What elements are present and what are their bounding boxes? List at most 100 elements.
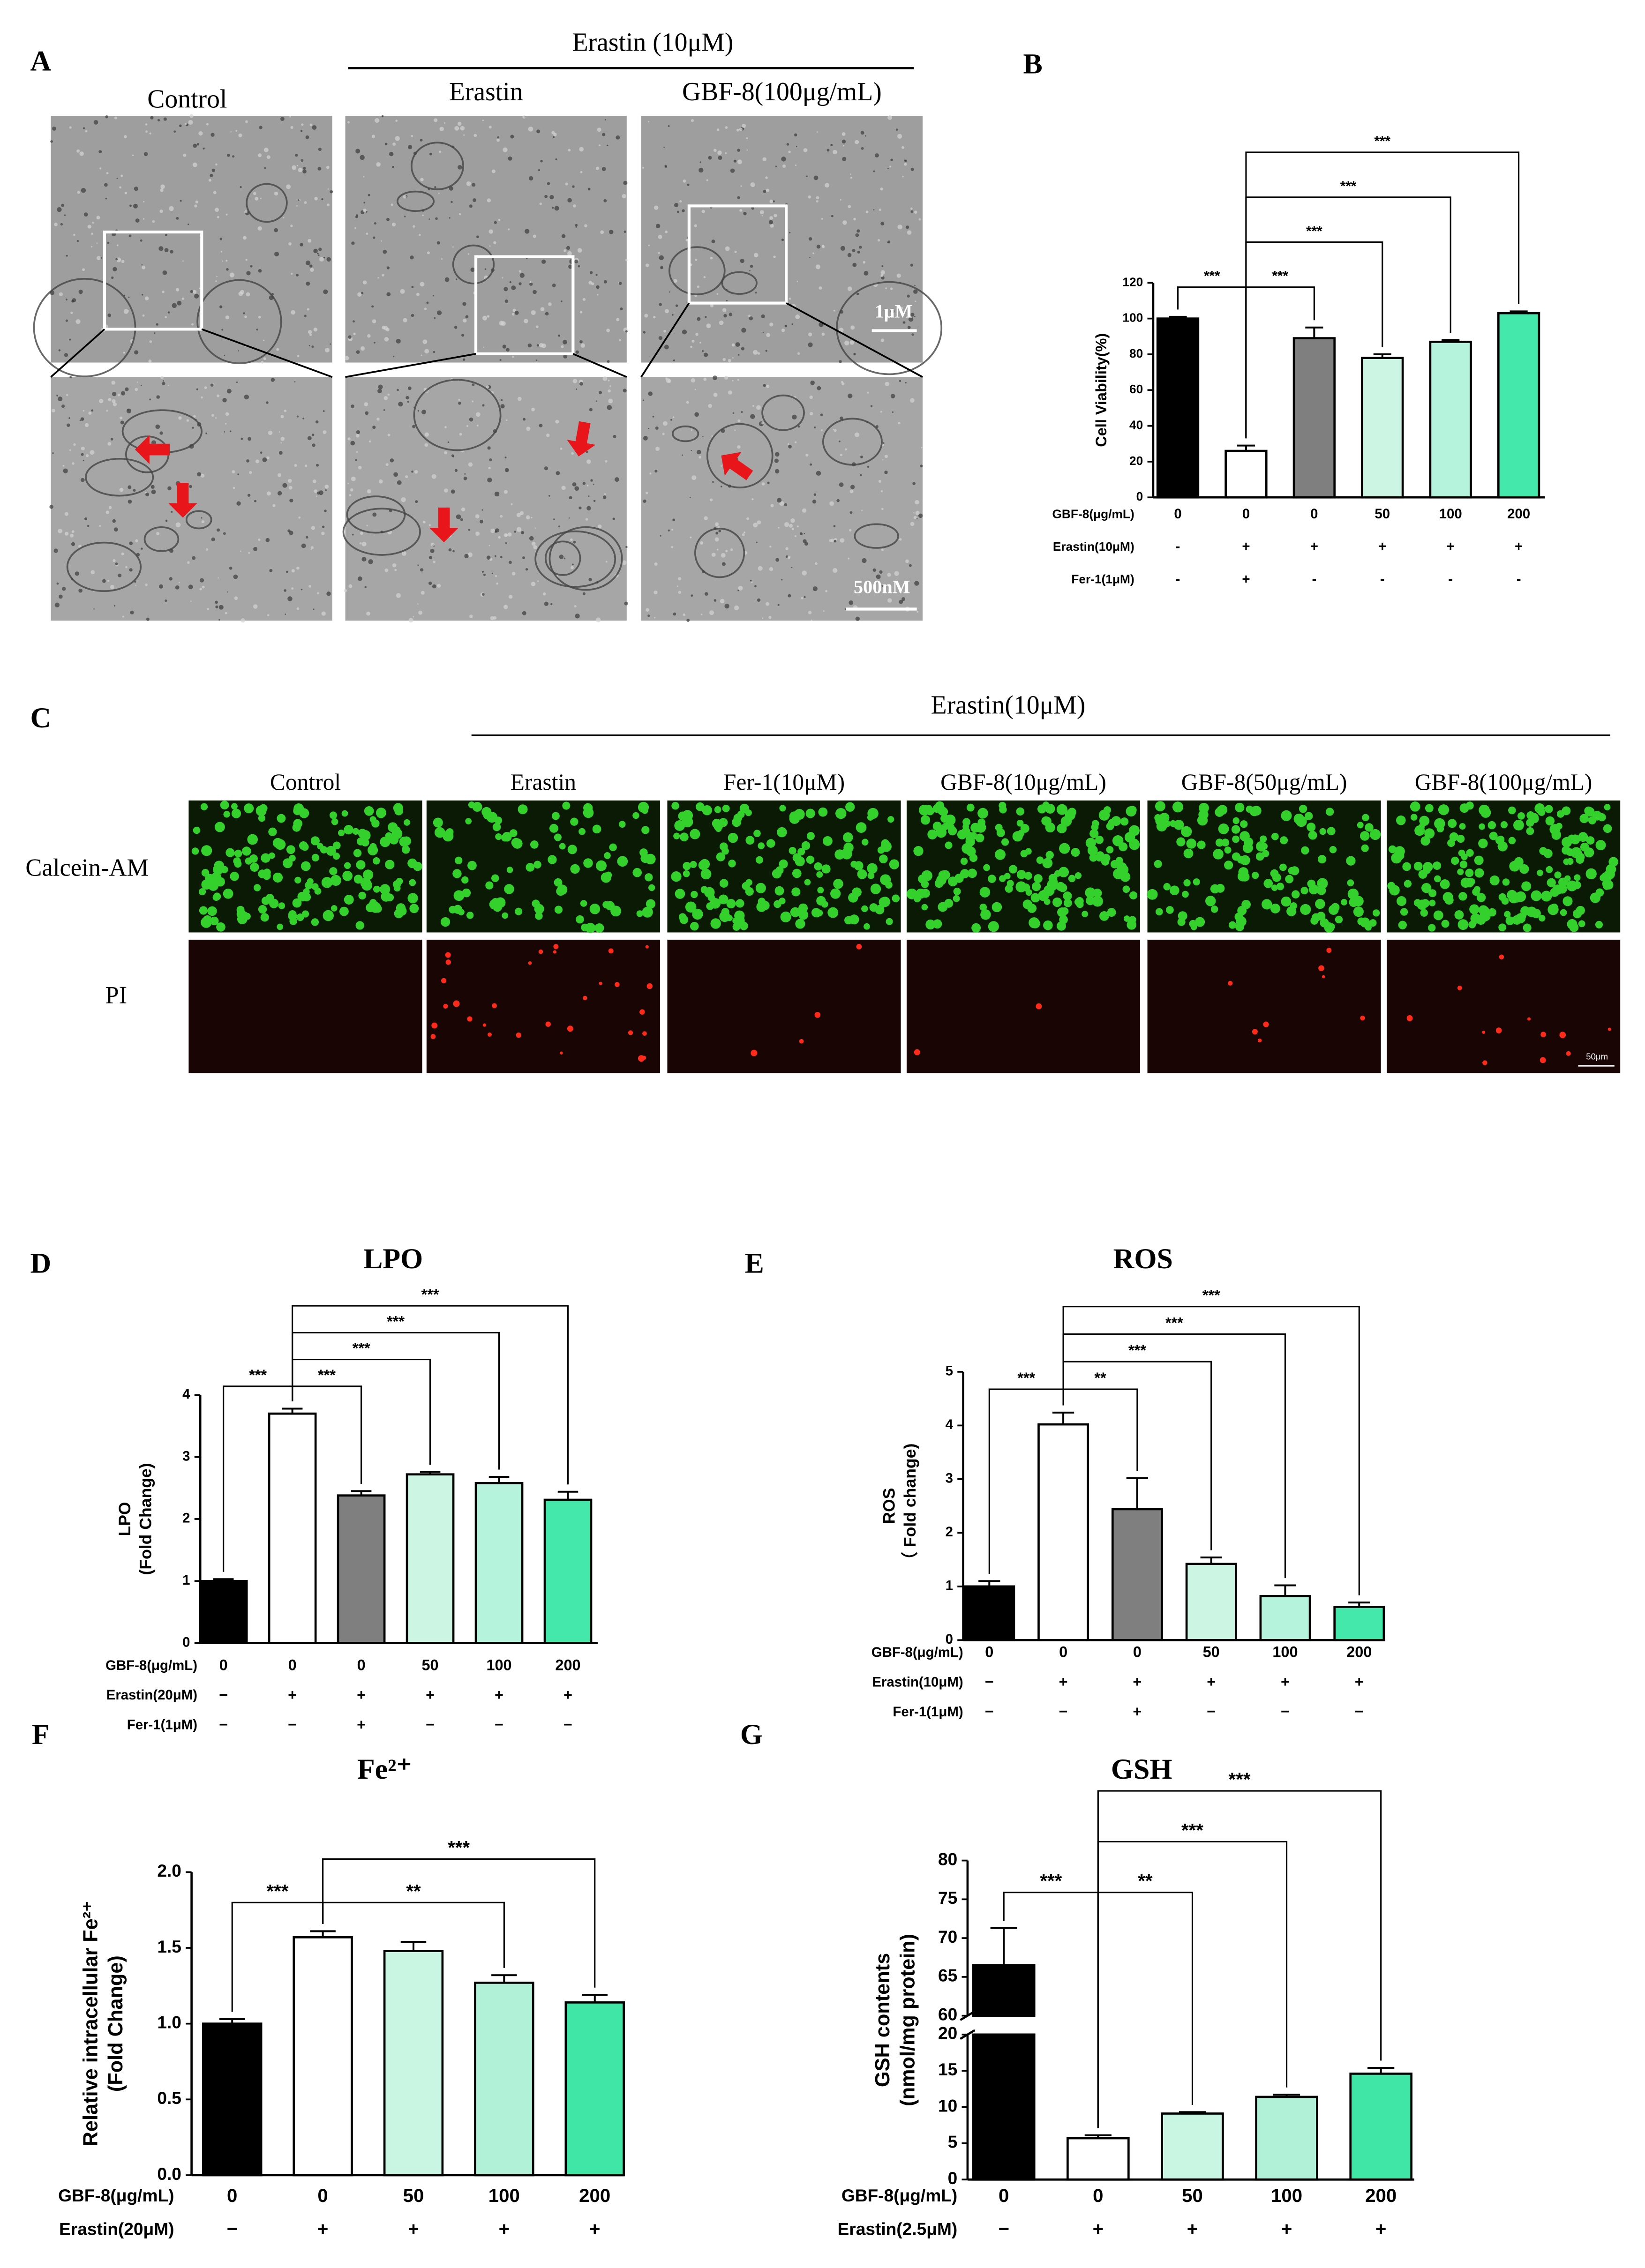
live-cell	[491, 874, 499, 883]
texture	[910, 210, 914, 213]
texture	[537, 580, 539, 582]
live-cell	[766, 839, 775, 848]
texture	[176, 217, 179, 220]
live-cell	[789, 846, 796, 854]
texture	[64, 531, 69, 536]
texture	[536, 325, 539, 328]
live-cell	[409, 904, 419, 913]
texture	[625, 546, 628, 548]
texture	[178, 416, 182, 420]
texture	[304, 314, 307, 317]
texture	[618, 339, 621, 342]
texture	[682, 454, 684, 456]
texture	[353, 332, 356, 336]
texture	[225, 412, 229, 416]
texture	[803, 539, 807, 543]
live-cell	[1410, 814, 1418, 821]
live-cell	[867, 872, 875, 879]
texture	[123, 309, 129, 314]
live-cell	[1608, 857, 1618, 867]
treatment-value: +	[1447, 539, 1455, 554]
live-cell	[1562, 846, 1570, 855]
texture	[373, 236, 376, 239]
texture	[413, 225, 415, 228]
texture	[107, 313, 112, 317]
texture	[289, 498, 293, 502]
texture	[575, 226, 577, 228]
live-cell	[1531, 908, 1541, 919]
live-cell	[272, 872, 283, 883]
texture	[253, 192, 256, 195]
texture	[106, 410, 108, 412]
live-cell	[1545, 816, 1555, 826]
bar	[383, 1950, 444, 2177]
live-cell	[570, 864, 580, 874]
texture	[823, 610, 825, 612]
live-cell	[261, 853, 270, 863]
texture	[433, 561, 436, 563]
live-cell	[673, 832, 680, 839]
texture	[812, 586, 818, 591]
texture	[387, 393, 390, 396]
live-cell	[380, 837, 391, 847]
texture	[71, 530, 75, 533]
texture	[482, 404, 485, 407]
texture	[185, 123, 187, 125]
texture	[428, 524, 431, 526]
texture	[403, 195, 407, 199]
live-cell	[1335, 915, 1343, 924]
bar	[1349, 2073, 1412, 2181]
scale-label: 500nM	[854, 576, 910, 597]
texture	[715, 522, 719, 526]
texture	[810, 380, 815, 385]
texture	[572, 185, 575, 188]
texture	[511, 313, 515, 316]
texture	[389, 151, 394, 157]
live-cell	[1123, 915, 1130, 922]
texture	[732, 357, 734, 359]
texture	[725, 550, 728, 553]
live-cell	[1519, 864, 1529, 874]
texture	[850, 176, 852, 179]
live-cell	[331, 905, 338, 912]
texture	[579, 340, 583, 344]
texture	[763, 384, 766, 387]
texture	[483, 573, 486, 576]
live-cell	[1361, 844, 1369, 852]
texture	[750, 264, 753, 268]
texture	[188, 584, 193, 590]
bar	[1224, 449, 1268, 499]
live-cell	[368, 845, 378, 856]
texture	[896, 273, 901, 278]
texture	[199, 578, 204, 583]
treatment-value: 50	[1182, 2185, 1203, 2206]
live-cell	[798, 903, 808, 913]
texture	[316, 464, 319, 467]
texture	[714, 599, 717, 602]
texture	[755, 292, 757, 294]
texture	[268, 430, 273, 435]
texture	[397, 389, 399, 391]
texture	[266, 401, 269, 404]
live-cell	[1428, 889, 1437, 898]
texture	[298, 516, 300, 519]
texture	[345, 356, 349, 360]
live-cell	[806, 832, 815, 840]
live-cell	[1541, 891, 1552, 902]
texture	[495, 575, 497, 577]
live-cell	[462, 888, 471, 898]
texture	[880, 270, 886, 275]
live-cell	[999, 875, 1006, 882]
live-cell	[277, 923, 284, 930]
live-cell	[518, 804, 528, 815]
texture	[183, 153, 187, 157]
texture	[225, 260, 228, 262]
texture	[303, 166, 306, 170]
live-cell	[253, 884, 261, 891]
texture	[266, 155, 270, 159]
live-cell	[491, 898, 499, 906]
live-cell	[1476, 893, 1486, 902]
live-cell	[320, 846, 328, 853]
texture	[887, 168, 889, 169]
live-cell	[1024, 872, 1032, 880]
